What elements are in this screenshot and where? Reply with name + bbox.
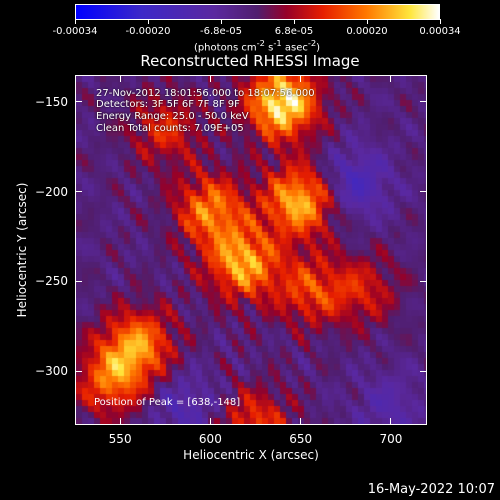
x-tick-mark [209, 418, 211, 425]
footer-date: 16-May-2022 10:07 [367, 482, 495, 497]
y-tick-label: −300 [35, 364, 68, 379]
colorbar-tick-label: 0.00020 [346, 26, 388, 37]
x-tick-mark [390, 75, 392, 82]
colorbar-tick-mark [147, 19, 149, 24]
y-tick-mark [75, 280, 82, 282]
y-tick-mark [75, 370, 82, 372]
colorbar-unit-label: (photons cm-2 s-1 asec-2) [193, 38, 321, 54]
x-tick-mark [300, 75, 302, 82]
y-tick-mark [75, 101, 82, 103]
y-axis-label: Heliocentric Y (arcsec) [15, 182, 29, 318]
y-tick-label: −200 [35, 184, 68, 199]
x-tick-mark [119, 75, 121, 82]
colorbar-tick-label: -0.00020 [125, 26, 171, 37]
y-tick-mark [75, 191, 82, 193]
annotation-energy-range: Energy Range: 25.0 - 50.0 keV [96, 111, 249, 122]
colorbar-tick-label: 6.8e-05 [274, 26, 314, 37]
colorbar-tick-mark [366, 19, 368, 24]
colorbar-tick-mark [220, 19, 222, 24]
colorbar-tick-mark [74, 19, 76, 24]
heatmap-canvas [76, 76, 426, 424]
x-tick-mark [209, 75, 211, 82]
x-tick-label: 550 [108, 432, 132, 446]
x-tick-label: 650 [289, 432, 313, 446]
annotation-detectors: Detectors: 3F 5F 6F 7F 8F 9F [96, 99, 240, 110]
y-tick-label: −150 [35, 94, 68, 109]
annotation-time-range: 27-Nov-2012 18:01:56.000 to 18:07:56.000 [96, 88, 315, 99]
x-tick-label: 600 [198, 432, 222, 446]
peak-position-label: Position of Peak = [638,-148] [94, 397, 241, 408]
colorbar-tick-label: -6.8e-05 [200, 26, 242, 37]
colorbar-tick-mark [439, 19, 441, 24]
x-tick-label: 700 [379, 432, 403, 446]
colorbar-tick-label: 0.00034 [419, 26, 461, 37]
y-tick-mark [420, 370, 427, 372]
y-tick-label: −250 [35, 274, 68, 289]
chart-title: Reconstructed RHESSI Image [140, 52, 360, 70]
x-axis-label: Heliocentric X (arcsec) [183, 448, 319, 462]
plot-area: 27-Nov-2012 18:01:56.000 to 18:07:56.000… [75, 75, 427, 425]
colorbar [75, 4, 440, 20]
colorbar-tick-mark [293, 19, 295, 24]
y-tick-mark [420, 101, 427, 103]
colorbar-tick-label: -0.00034 [52, 26, 98, 37]
x-tick-mark [119, 418, 121, 425]
x-tick-mark [300, 418, 302, 425]
y-tick-mark [420, 191, 427, 193]
y-tick-mark [420, 280, 427, 282]
annotation-total-counts: Clean Total counts: 7.09E+05 [96, 123, 244, 134]
x-tick-mark [390, 418, 392, 425]
